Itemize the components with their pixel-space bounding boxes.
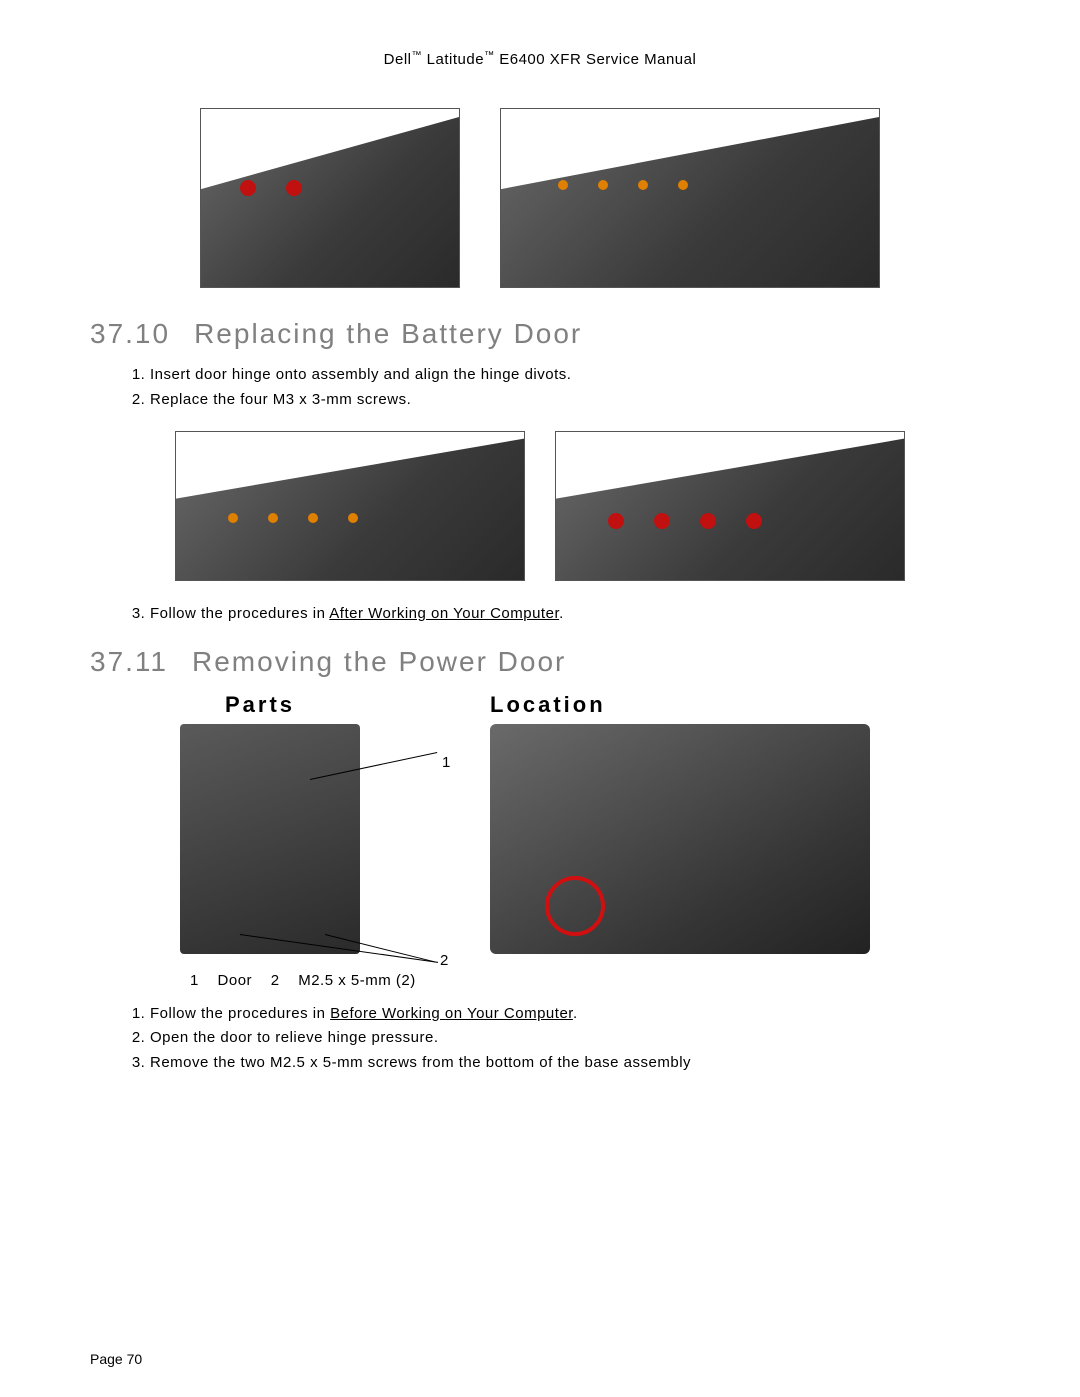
mid-image-row bbox=[90, 431, 990, 581]
figure-laptop-location bbox=[490, 724, 870, 954]
location-highlight-circle bbox=[545, 876, 605, 936]
parts-location-headings: Parts Location bbox=[90, 692, 990, 718]
step-3710-2: Replace the four M3 x 3-mm screws. bbox=[150, 389, 990, 412]
legend-l2: M2.5 x 5-mm (2) bbox=[298, 972, 416, 989]
parts-location-images: 1 2 bbox=[90, 724, 990, 964]
section-3711-number: 37.11 bbox=[90, 646, 168, 677]
tm2: ™ bbox=[484, 50, 495, 61]
section-3711-heading: 37.11 Removing the Power Door bbox=[90, 646, 990, 678]
step-3710-3: Follow the procedures in After Working o… bbox=[150, 603, 990, 626]
page-number: Page 70 bbox=[90, 1351, 142, 1367]
figure-hinge-closeup-1 bbox=[200, 108, 460, 288]
section-3711-steps: Follow the procedures in Before Working … bbox=[90, 1003, 990, 1075]
step-3711-3: Remove the two M2.5 x 5-mm screws from t… bbox=[150, 1052, 990, 1075]
section-3710-number: 37.10 bbox=[90, 318, 170, 349]
step-3711-1-suffix: . bbox=[573, 1005, 578, 1022]
callout-2: 2 bbox=[440, 952, 448, 969]
section-3710-steps-a: Insert door hinge onto assembly and alig… bbox=[90, 364, 990, 411]
parts-figure-wrap: 1 2 bbox=[170, 724, 450, 964]
callout-1: 1 bbox=[442, 754, 450, 771]
parts-heading: Parts bbox=[90, 692, 430, 718]
step-3711-1: Follow the procedures in Before Working … bbox=[150, 1003, 990, 1026]
legend-n2: 2 bbox=[271, 972, 280, 989]
step-3710-1: Insert door hinge onto assembly and alig… bbox=[150, 364, 990, 387]
brand: Dell bbox=[384, 51, 412, 68]
legend-l1: Door bbox=[218, 972, 253, 989]
figure-replace-hinge-1 bbox=[175, 431, 525, 581]
section-3710-steps-b: Follow the procedures in After Working o… bbox=[90, 603, 990, 626]
section-3711-title: Removing the Power Door bbox=[192, 646, 566, 677]
figure-power-door-part bbox=[180, 724, 360, 954]
step-3711-1-prefix: Follow the procedures in bbox=[150, 1005, 330, 1022]
product: Latitude bbox=[422, 51, 484, 68]
location-heading: Location bbox=[430, 692, 990, 718]
manual-header: Dell™ Latitude™ E6400 XFR Service Manual bbox=[90, 50, 990, 68]
step-3710-3-prefix: Follow the procedures in bbox=[150, 605, 329, 622]
model: E6400 XFR Service Manual bbox=[495, 51, 697, 68]
figure-replace-hinge-2 bbox=[555, 431, 905, 581]
tm1: ™ bbox=[412, 50, 423, 61]
before-working-link[interactable]: Before Working on Your Computer bbox=[330, 1005, 573, 1022]
after-working-link[interactable]: After Working on Your Computer bbox=[329, 605, 559, 622]
section-3710-heading: 37.10 Replacing the Battery Door bbox=[90, 318, 990, 350]
step-3710-3-suffix: . bbox=[559, 605, 564, 622]
figure-hinge-wide-1 bbox=[500, 108, 880, 288]
section-3710-title: Replacing the Battery Door bbox=[194, 318, 582, 349]
legend-n1: 1 bbox=[190, 972, 199, 989]
parts-legend: 1 Door 2 M2.5 x 5-mm (2) bbox=[90, 972, 990, 989]
step-3711-2: Open the door to relieve hinge pressure. bbox=[150, 1027, 990, 1050]
top-image-row bbox=[90, 108, 990, 288]
